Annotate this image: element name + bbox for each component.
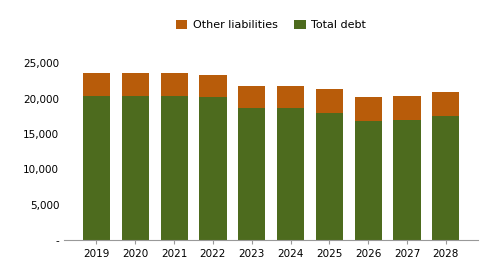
Bar: [354, 97, 382, 121]
Bar: [83, 96, 110, 240]
Bar: [432, 116, 459, 240]
Bar: [393, 120, 421, 240]
Bar: [161, 96, 188, 240]
Bar: [83, 73, 110, 96]
Bar: [316, 113, 343, 240]
Bar: [161, 73, 188, 96]
Bar: [238, 108, 265, 240]
Bar: [199, 97, 226, 240]
Bar: [316, 90, 343, 113]
Bar: [122, 96, 149, 240]
Bar: [277, 108, 304, 240]
Bar: [122, 73, 149, 96]
Bar: [238, 86, 265, 108]
Bar: [432, 92, 459, 116]
Bar: [393, 96, 421, 120]
Bar: [354, 121, 382, 240]
Bar: [199, 75, 226, 97]
Legend: Other liabilities, Total debt: Other liabilities, Total debt: [176, 20, 366, 30]
Bar: [277, 86, 304, 108]
